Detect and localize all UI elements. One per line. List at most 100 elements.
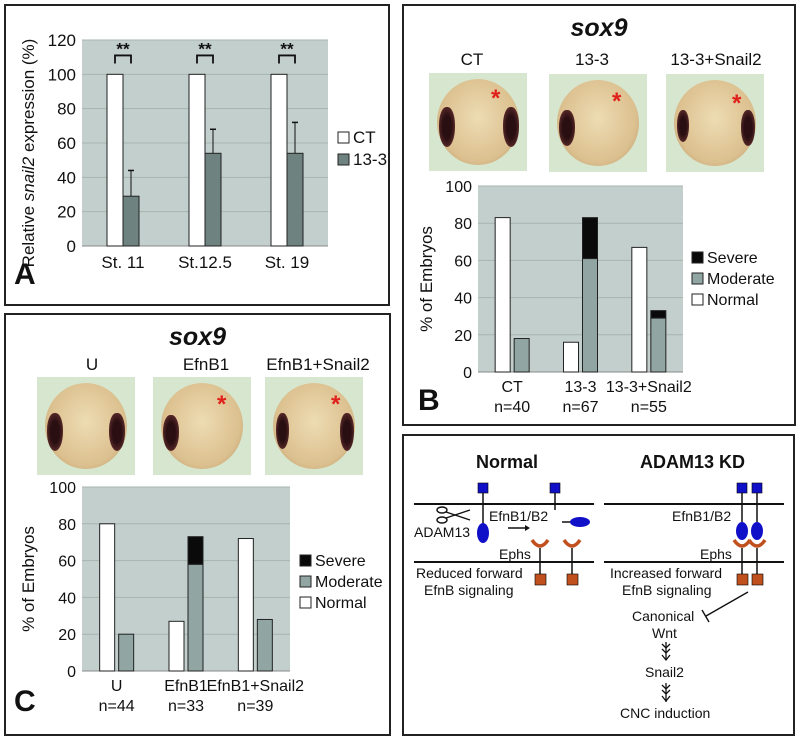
legend-swatch xyxy=(337,131,350,144)
significance-bracket xyxy=(278,54,296,64)
stain-left xyxy=(677,110,689,142)
bar-moderate xyxy=(650,317,667,373)
y-tick-label: 0 xyxy=(463,365,472,382)
panel-d-diagram: Normal ADAM13 KD xyxy=(402,434,795,736)
bar-severe xyxy=(187,536,204,565)
gene-title-c: sox9 xyxy=(169,323,226,351)
legend-swatch xyxy=(299,575,312,588)
stain-left xyxy=(163,415,179,451)
condition-label-b-2: 13-3+Snail2 xyxy=(670,50,762,69)
y-tick-label: 40 xyxy=(57,168,76,187)
sample-size-label: n=39 xyxy=(237,698,273,715)
bar-moderate xyxy=(256,618,273,672)
panel-letter-c: C xyxy=(14,685,36,718)
sample-size-label: n=67 xyxy=(562,399,598,416)
stain-right xyxy=(503,107,519,147)
ephrin-kd-1 xyxy=(736,482,748,540)
legend-label: Normal xyxy=(315,595,367,612)
asterisk-icon: * xyxy=(217,391,227,418)
signaling-diagram xyxy=(414,482,784,703)
bar-normal xyxy=(494,217,511,373)
legend-label: Moderate xyxy=(707,271,775,288)
y-tick-label: 60 xyxy=(58,554,76,571)
embryo-image-u xyxy=(37,377,135,475)
normal-title: Normal xyxy=(476,452,539,472)
eph-receptor-kd-2 xyxy=(747,538,767,586)
x-tick-label: St.12.5 xyxy=(178,253,232,272)
bar-moderate xyxy=(187,563,204,672)
embryo xyxy=(557,80,639,166)
bar-13-3 xyxy=(286,152,304,247)
stain-left xyxy=(559,110,575,146)
y-tick-label: 0 xyxy=(67,237,76,256)
x-tick-label: 13-3+Snail2 xyxy=(606,379,692,396)
reduced-signaling-line1: Reduced forward xyxy=(416,565,523,581)
y-tick-label: 0 xyxy=(67,664,76,681)
legend-swatch xyxy=(299,596,312,609)
significance-label: ** xyxy=(116,39,130,58)
chart-c: 0 20 40 60 80 100 % of Embryos Un=44 EfnB1 n=33Ef… xyxy=(19,480,383,715)
eph-receptor-normal-2 xyxy=(562,538,582,586)
condition-label-c-1: EfnB1 xyxy=(182,355,230,374)
embryo xyxy=(161,383,243,469)
y-tick-label: 100 xyxy=(445,179,472,196)
snail2-label: Snail2 xyxy=(645,664,684,680)
chart-a: 0 20 40 60 80 100 120 Relative snail2 expressio… xyxy=(19,31,387,272)
bar-moderate xyxy=(118,633,135,672)
ephrin-cleaved-stub xyxy=(549,482,561,510)
ephrin-shed-fragment xyxy=(562,517,590,527)
sample-size-label: n=55 xyxy=(631,399,667,416)
x-tick-label: St. 11 xyxy=(101,253,144,272)
gene-title-b: sox9 xyxy=(570,14,628,42)
y-tick-label: 80 xyxy=(58,517,76,534)
legend-swatch xyxy=(691,293,704,306)
significance-bracket xyxy=(196,54,214,64)
x-tick-label: EfnB1 xyxy=(164,678,208,695)
condition-label-b-0: CT xyxy=(460,50,484,69)
condition-label-c-2: EfnB1+Snail2 xyxy=(266,355,370,374)
bar-normal xyxy=(563,341,579,373)
sample-size-label: n=40 xyxy=(494,399,530,416)
embryo xyxy=(674,80,756,166)
bar-13-3 xyxy=(204,152,222,247)
embryo-image-efnb1: * xyxy=(153,377,251,475)
asterisk-icon: * xyxy=(331,391,341,418)
y-tick-label: 20 xyxy=(57,203,76,222)
stain-left xyxy=(276,413,289,449)
y-tick-label: 60 xyxy=(57,134,76,153)
wnt-label: Wnt xyxy=(652,625,677,641)
x-tick-label: 13-3 xyxy=(564,379,596,396)
asterisk-icon: * xyxy=(732,90,742,117)
adam13-kd-title: ADAM13 KD xyxy=(640,452,746,472)
stain-right xyxy=(109,413,125,451)
chart-b: 0 20 40 60 80 100 % of Embryos CT n=40 13-3 n=67 13… xyxy=(417,179,775,416)
panel-c: sox9 U EfnB1 EfnB1+Snail2 * * 0 20 40 60 80 1… xyxy=(4,313,391,736)
y-tick-label: 100 xyxy=(48,65,76,84)
efnb-label-kd: EfnB1/B2 xyxy=(672,508,732,524)
legend-swatch xyxy=(691,251,704,264)
y-tick-label: 80 xyxy=(454,216,472,233)
embryo xyxy=(45,383,127,469)
asterisk-icon: * xyxy=(612,88,622,115)
inhibition-arrow xyxy=(701,591,749,623)
stain-left xyxy=(47,413,63,451)
embryo-image-13-3: * xyxy=(549,74,647,172)
scissors-icon xyxy=(436,506,471,524)
y-tick-label: 60 xyxy=(454,253,472,270)
stain-right xyxy=(340,413,354,451)
significance-bracket xyxy=(114,54,132,64)
legend-label: Severe xyxy=(707,250,758,267)
bar-severe xyxy=(582,217,598,260)
stain-right xyxy=(741,110,755,146)
bar-ct xyxy=(106,73,124,247)
plot-background xyxy=(82,487,290,671)
legend-swatch xyxy=(337,153,350,166)
bar-13-3 xyxy=(122,195,140,247)
legend-label: Normal xyxy=(707,292,759,309)
reduced-signaling-line2: EfnB signaling xyxy=(424,582,514,598)
bar-severe xyxy=(650,310,667,319)
y-tick-label: 100 xyxy=(49,480,76,497)
asterisk-icon: * xyxy=(491,85,501,112)
ephs-label-normal: Ephs xyxy=(499,546,531,562)
panel-letter-a: A xyxy=(14,258,36,291)
